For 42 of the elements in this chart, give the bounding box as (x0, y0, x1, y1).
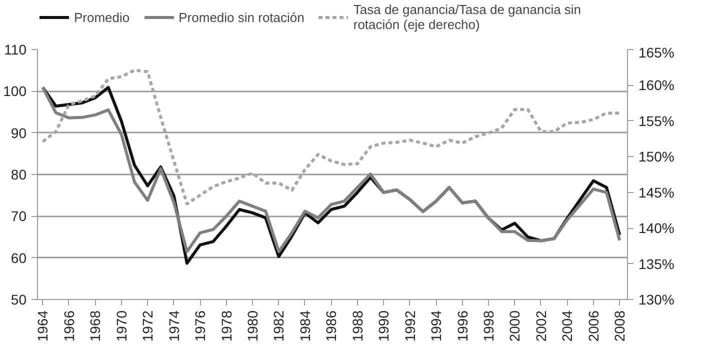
y2-tick-label: 150% (638, 148, 674, 165)
x-tick-label: 1992 (402, 310, 418, 342)
x-tick-label: 1978 (218, 310, 234, 342)
x-tick-label: 2000 (506, 310, 523, 342)
y-tick-label: 110 (4, 42, 27, 58)
x-tick-label: 2008 (612, 310, 628, 342)
y-tick-label: 60 (10, 250, 27, 266)
y-tick-label: 50 (10, 292, 27, 308)
y2-tick-label: 140% (638, 220, 674, 236)
legend-label: Tasa de ganancia/Tasa de ganancia sin rotación (eje derecho) (353, 2, 582, 32)
x-tick-label: 1974 (166, 310, 182, 342)
x-tick-label: 1968 (87, 310, 104, 342)
y2-tick-label: 155% (638, 112, 674, 129)
y-tick-label: 100 (3, 83, 27, 100)
y2-tick-label: 145% (638, 184, 674, 200)
y-tick-label: 80 (10, 166, 27, 182)
y2-tick-label: 160% (638, 77, 674, 94)
y2-tick-label: 130% (638, 292, 674, 308)
x-tick-label: 1980 (244, 310, 261, 342)
y2-tick-label: 165% (638, 44, 674, 60)
x-tick-label: 1984 (296, 310, 313, 342)
x-tick-label: 2002 (532, 310, 549, 342)
line-series (41, 68, 622, 206)
x-tick-label: 1976 (192, 310, 208, 342)
x-tick-label: 1970 (113, 310, 130, 342)
x-tick-label: 2004 (559, 310, 576, 342)
y-tick-label: 70 (10, 208, 27, 224)
legend-label: Promedio sin rotación (178, 10, 304, 24)
legend-label: Promedio (74, 10, 130, 24)
x-tick-label: 1994 (428, 310, 444, 342)
x-tick-label: 1964 (34, 310, 51, 342)
y-tick-label: 90 (10, 124, 27, 141)
x-tick-label: 1998 (480, 310, 497, 342)
x-tick-label: 1966 (60, 310, 77, 342)
x-tick-label: 1972 (140, 310, 156, 342)
x-tick-label: 2006 (585, 310, 602, 342)
x-tick-label: 1996 (454, 310, 470, 342)
y2-tick-label: 135% (638, 256, 674, 272)
x-tick-label: 1986 (323, 310, 340, 342)
x-tick-label: 1988 (349, 310, 366, 342)
x-tick-label: 1982 (270, 310, 287, 342)
x-tick-label: 1990 (376, 310, 392, 342)
